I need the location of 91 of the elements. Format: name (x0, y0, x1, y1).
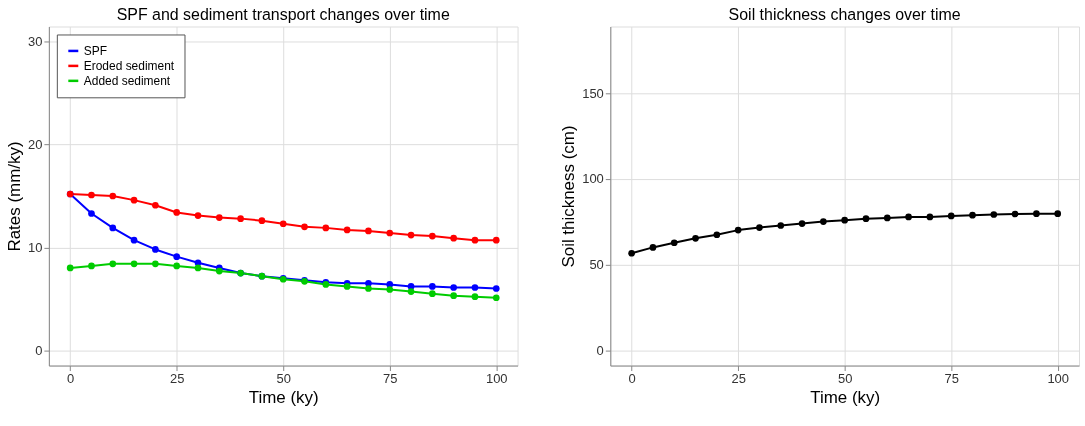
point (670, 239, 678, 247)
y-tick-label: 20 (27, 137, 43, 153)
y-tick-label: 0 (35, 342, 43, 358)
point (194, 264, 202, 272)
point (130, 236, 138, 244)
x-axis-title: Time (ky) (810, 387, 881, 407)
point (109, 192, 117, 200)
y-tick-label: 10 (27, 239, 43, 255)
point (841, 216, 849, 224)
x-axis-title: Time (ky) (248, 387, 319, 407)
point (152, 201, 159, 209)
point (820, 218, 827, 225)
point (492, 236, 500, 244)
point (429, 283, 436, 290)
point (279, 220, 287, 228)
point (471, 284, 479, 291)
point (365, 285, 372, 292)
point (777, 222, 785, 229)
x-tick-label: 100 (485, 371, 508, 387)
y-tick-label: 150 (582, 85, 604, 101)
x-tick-label: 0 (628, 371, 636, 387)
point (365, 227, 372, 235)
chart-title: Soil thickness changes over time (728, 5, 961, 23)
point (1054, 210, 1062, 217)
point (1011, 210, 1019, 218)
point (429, 290, 436, 297)
legend-label: Eroded sediment (83, 58, 175, 73)
x-tick-label: 50 (837, 371, 853, 387)
point (756, 224, 763, 231)
point (492, 285, 500, 292)
y-tick-label: 50 (589, 257, 604, 273)
point (407, 288, 415, 295)
legend-label: Added sediment (83, 73, 171, 88)
point (734, 226, 742, 234)
point (386, 286, 394, 293)
point (173, 209, 181, 216)
point (628, 249, 635, 257)
point (88, 262, 95, 270)
point (152, 260, 159, 268)
point (926, 213, 934, 221)
point (692, 234, 699, 242)
point (492, 294, 500, 302)
point (322, 224, 330, 232)
point (109, 260, 117, 268)
x-tick-label: 100 (1047, 371, 1070, 387)
point (237, 215, 244, 222)
point (883, 214, 891, 222)
point (343, 226, 351, 234)
point (947, 212, 955, 220)
point (194, 212, 202, 219)
y-axis-title: Soil thickness (cm) (559, 125, 579, 268)
point (407, 231, 415, 239)
x-tick-label: 75 (383, 371, 398, 387)
point (990, 211, 998, 218)
y-tick-label: 30 (27, 34, 43, 50)
point (301, 223, 308, 231)
point (649, 244, 657, 251)
point (450, 292, 457, 300)
point (88, 191, 95, 199)
point (429, 232, 436, 240)
point (130, 196, 138, 204)
point (173, 262, 181, 270)
point (130, 260, 138, 268)
point (66, 264, 74, 272)
y-tick-label: 100 (582, 171, 604, 187)
point (173, 253, 181, 260)
point (471, 293, 479, 301)
point (471, 236, 479, 244)
point (969, 211, 976, 219)
point (450, 234, 457, 242)
point (152, 246, 159, 253)
point (862, 215, 870, 222)
point (386, 229, 394, 237)
y-tick-label: 0 (596, 342, 604, 358)
x-tick-label: 25 (169, 371, 185, 387)
x-tick-label: 25 (731, 371, 746, 387)
y-axis-title: Rates (mm/ky) (4, 141, 24, 252)
point (109, 224, 117, 232)
point (88, 210, 95, 217)
x-tick-label: 75 (944, 371, 959, 387)
legend-label: SPF (83, 43, 108, 58)
point (798, 220, 806, 227)
x-tick-label: 0 (67, 371, 75, 387)
point (905, 213, 912, 221)
point (215, 214, 223, 221)
point (713, 231, 721, 239)
x-tick-label: 50 (276, 371, 291, 387)
chart-title: SPF and sediment transport changes over time (116, 5, 450, 23)
point (450, 284, 457, 291)
point (1033, 210, 1040, 217)
point (258, 217, 266, 225)
